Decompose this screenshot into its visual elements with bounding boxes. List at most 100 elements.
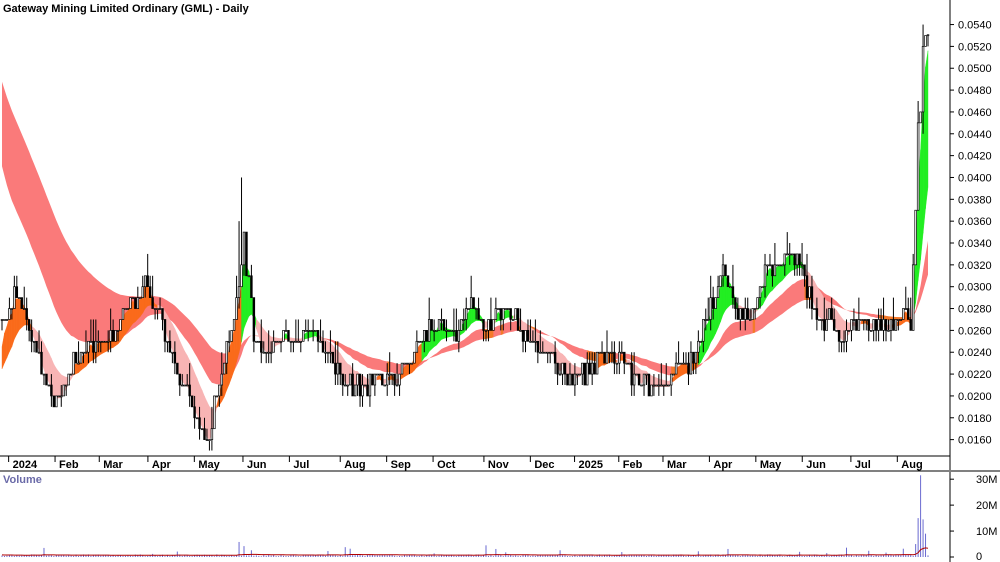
candle xyxy=(314,330,317,332)
candle xyxy=(430,319,433,331)
candle xyxy=(104,340,107,343)
short-term-ma-band xyxy=(819,289,822,320)
candle xyxy=(282,330,285,342)
candle xyxy=(788,243,791,265)
long-band-highlight xyxy=(500,324,504,335)
candle xyxy=(218,384,221,407)
candle xyxy=(546,351,549,364)
candle xyxy=(497,308,500,310)
candle xyxy=(141,275,144,298)
short-term-ma-band xyxy=(56,367,59,399)
candle xyxy=(790,253,794,256)
candle xyxy=(865,319,868,331)
candle xyxy=(15,275,19,298)
candle xyxy=(363,384,367,387)
candle xyxy=(489,297,493,331)
candle xyxy=(356,373,359,396)
candle xyxy=(344,374,347,387)
candle xyxy=(366,374,369,397)
candle xyxy=(351,363,354,397)
candle xyxy=(465,297,468,331)
candle xyxy=(455,308,458,342)
candle xyxy=(173,341,177,375)
candle xyxy=(828,308,831,320)
price-tick-label: 0.0440 xyxy=(958,129,992,141)
candle xyxy=(909,297,912,331)
candle xyxy=(835,330,838,332)
candle xyxy=(126,308,130,310)
candle xyxy=(462,308,465,331)
candle xyxy=(615,362,619,375)
candle xyxy=(655,384,658,387)
candle xyxy=(825,308,828,331)
candle xyxy=(403,362,406,365)
candle xyxy=(388,352,391,386)
candle xyxy=(223,362,226,375)
month-label: Feb xyxy=(59,459,79,471)
candle xyxy=(158,297,162,310)
candle xyxy=(139,297,142,299)
candle xyxy=(697,330,700,364)
candle xyxy=(299,340,303,353)
candle xyxy=(748,308,752,321)
short-term-ma-band xyxy=(404,364,408,378)
candle xyxy=(413,351,416,364)
candle xyxy=(820,319,824,331)
candle xyxy=(556,362,559,386)
candle xyxy=(47,384,51,387)
price-tick-label: 0.0360 xyxy=(958,216,992,228)
candle xyxy=(548,351,552,364)
candle xyxy=(739,308,742,331)
candle xyxy=(756,297,759,309)
candle xyxy=(262,341,265,354)
candle xyxy=(627,362,631,365)
candle xyxy=(230,330,233,342)
price-tick-label: 0.0340 xyxy=(958,238,992,250)
candle xyxy=(482,319,485,342)
candle xyxy=(689,341,693,375)
candle xyxy=(744,297,747,331)
long-band-highlight xyxy=(387,361,390,373)
candle xyxy=(919,111,922,124)
candle xyxy=(526,319,530,342)
short-term-ma-band xyxy=(683,363,687,375)
candle xyxy=(82,351,85,364)
candle xyxy=(99,340,102,353)
candle xyxy=(847,330,851,332)
candle xyxy=(736,297,740,320)
candle xyxy=(531,330,535,343)
candle xyxy=(761,286,764,289)
candle xyxy=(23,286,26,310)
month-label: Dec xyxy=(534,459,554,471)
candle xyxy=(30,319,33,353)
candle xyxy=(324,341,327,364)
volume-panel: Volume xyxy=(0,470,1000,557)
month-label: 2025 xyxy=(579,459,603,471)
candle xyxy=(793,253,796,276)
candle xyxy=(5,319,9,321)
candle xyxy=(771,264,774,287)
candle xyxy=(897,319,900,331)
candle xyxy=(758,286,762,309)
candle xyxy=(492,319,495,331)
candle xyxy=(613,341,616,375)
candle xyxy=(32,340,36,353)
candle xyxy=(795,253,799,276)
candle xyxy=(684,352,688,365)
candle xyxy=(803,264,806,287)
candle xyxy=(72,351,75,375)
candle xyxy=(131,297,135,299)
candle xyxy=(381,373,384,386)
candle xyxy=(647,373,651,397)
candle xyxy=(393,373,396,396)
candle xyxy=(151,275,154,309)
candle xyxy=(146,253,149,288)
candle xyxy=(892,297,895,331)
candle xyxy=(677,341,680,365)
candle xyxy=(603,351,606,364)
candle xyxy=(902,308,905,320)
candle xyxy=(111,319,115,342)
short-term-ma-band xyxy=(680,363,684,377)
candle xyxy=(178,373,182,396)
candle xyxy=(410,362,414,365)
